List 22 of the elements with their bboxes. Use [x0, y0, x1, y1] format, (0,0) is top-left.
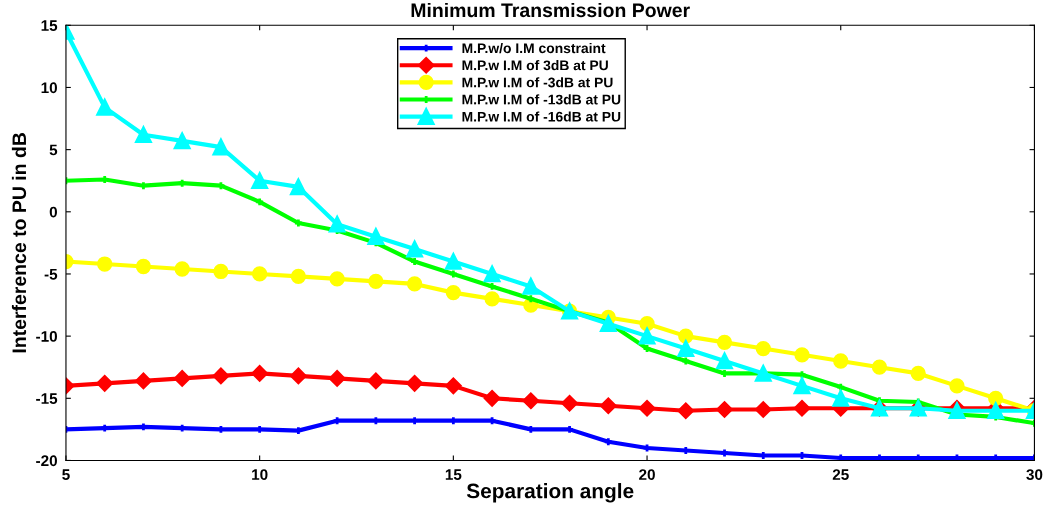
- y-tick-label: -5: [44, 268, 58, 280]
- y-tick-label: 5: [49, 144, 58, 156]
- chart-title: Minimum Transmission Power: [411, 2, 690, 18]
- legend-label: M.P.w I.M of 3dB at PU: [462, 60, 608, 71]
- legend-label: M.P.w I.M of -13dB at PU: [462, 94, 621, 105]
- legend-label: M.P.w I.M of -16dB at PU: [462, 111, 621, 122]
- x-tick-label: 10: [252, 469, 268, 481]
- x-tick-label: 15: [445, 469, 462, 481]
- y-tick-label: -20: [36, 455, 57, 467]
- x-tick-label: 30: [1026, 469, 1043, 481]
- y-axis-title: Interference to PU in dB: [11, 133, 27, 353]
- y-tick-label: 0: [49, 206, 57, 218]
- x-tick-label: 25: [832, 469, 849, 481]
- y-tick-label: -10: [36, 331, 57, 342]
- legend-label: M.P.w I.M of -3dB at PU: [462, 77, 613, 88]
- y-tick-label: 15: [41, 20, 58, 31]
- y-tick-label: 10: [41, 82, 57, 94]
- legend-label: M.P.w/o I.M constraint: [462, 42, 606, 54]
- x-tick-label: 20: [639, 469, 655, 481]
- x-tick-label: 5: [62, 469, 70, 481]
- x-axis-title: Separation angle: [466, 483, 634, 503]
- y-tick-label: -15: [36, 393, 58, 404]
